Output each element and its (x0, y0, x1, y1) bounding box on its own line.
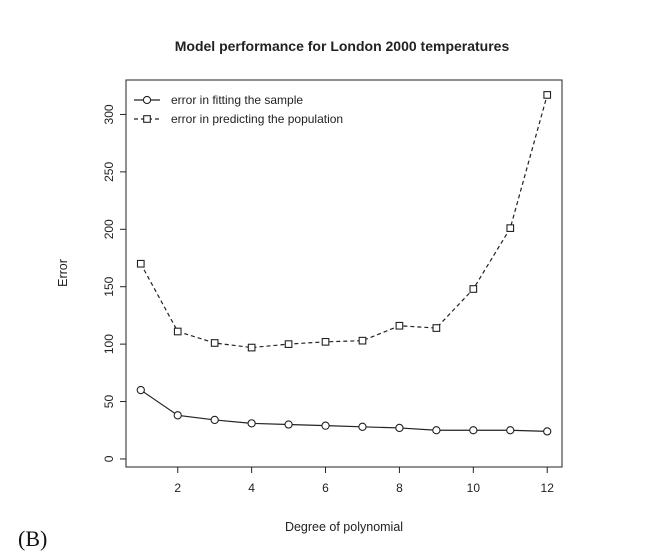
data-point (173, 327, 182, 336)
data-point (284, 340, 293, 348)
data-point (321, 421, 330, 430)
y-tick-label: 200 (102, 219, 116, 239)
data-point (321, 337, 330, 346)
data-point (284, 420, 293, 429)
data-point (210, 339, 219, 347)
x-tick-label: 12 (541, 481, 555, 495)
x-axis-label: Degree of polynomial (285, 520, 403, 534)
data-point (469, 285, 478, 293)
legend-marker (142, 95, 152, 105)
y-tick-label: 250 (102, 162, 116, 182)
y-tick-label: 300 (102, 104, 116, 124)
x-tick-label: 2 (174, 481, 181, 495)
y-tick-label: 150 (102, 276, 116, 296)
data-point (395, 423, 404, 433)
chart-title: Model performance for London 2000 temper… (175, 38, 510, 54)
legend: error in fitting the sample error in pred… (134, 93, 343, 126)
x-tick-label: 8 (396, 481, 403, 495)
data-point (506, 224, 515, 232)
data-point (136, 259, 145, 268)
data-point (358, 422, 367, 431)
data-point (432, 426, 441, 435)
series-layer (136, 91, 552, 436)
data-point (543, 91, 552, 99)
panel-label: (B) (18, 526, 48, 551)
data-point (358, 336, 367, 345)
data-point (136, 385, 145, 395)
data-point (210, 415, 219, 425)
series-line-1 (140, 389, 548, 433)
legend-entry: error in predicting the population (171, 112, 343, 126)
data-point (543, 427, 552, 436)
data-point (469, 426, 478, 435)
data-point (247, 419, 256, 428)
x-tick-label: 4 (248, 481, 255, 495)
data-point (173, 411, 182, 420)
legend-entry: error in fitting the sample (171, 93, 303, 107)
data-point (395, 321, 404, 330)
data-point (506, 426, 515, 435)
y-axis: 0 50 100 150 200 250 300 (102, 104, 126, 462)
plot-frame (125, 79, 563, 468)
x-axis: 2 4 6 8 10 12 (174, 467, 554, 495)
x-tick-label: 6 (322, 481, 329, 495)
y-axis-label: Error (56, 259, 70, 287)
y-tick-label: 50 (102, 395, 116, 409)
y-tick-label: 0 (102, 455, 116, 462)
x-tick-label: 10 (467, 481, 481, 495)
y-tick-label: 100 (102, 334, 116, 354)
data-point (247, 343, 256, 352)
legend-marker (143, 115, 151, 123)
series-line-2 (140, 94, 548, 349)
data-point (432, 324, 441, 332)
